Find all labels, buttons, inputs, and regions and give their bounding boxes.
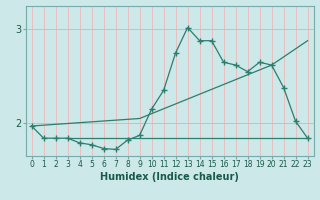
X-axis label: Humidex (Indice chaleur): Humidex (Indice chaleur) bbox=[100, 172, 239, 182]
